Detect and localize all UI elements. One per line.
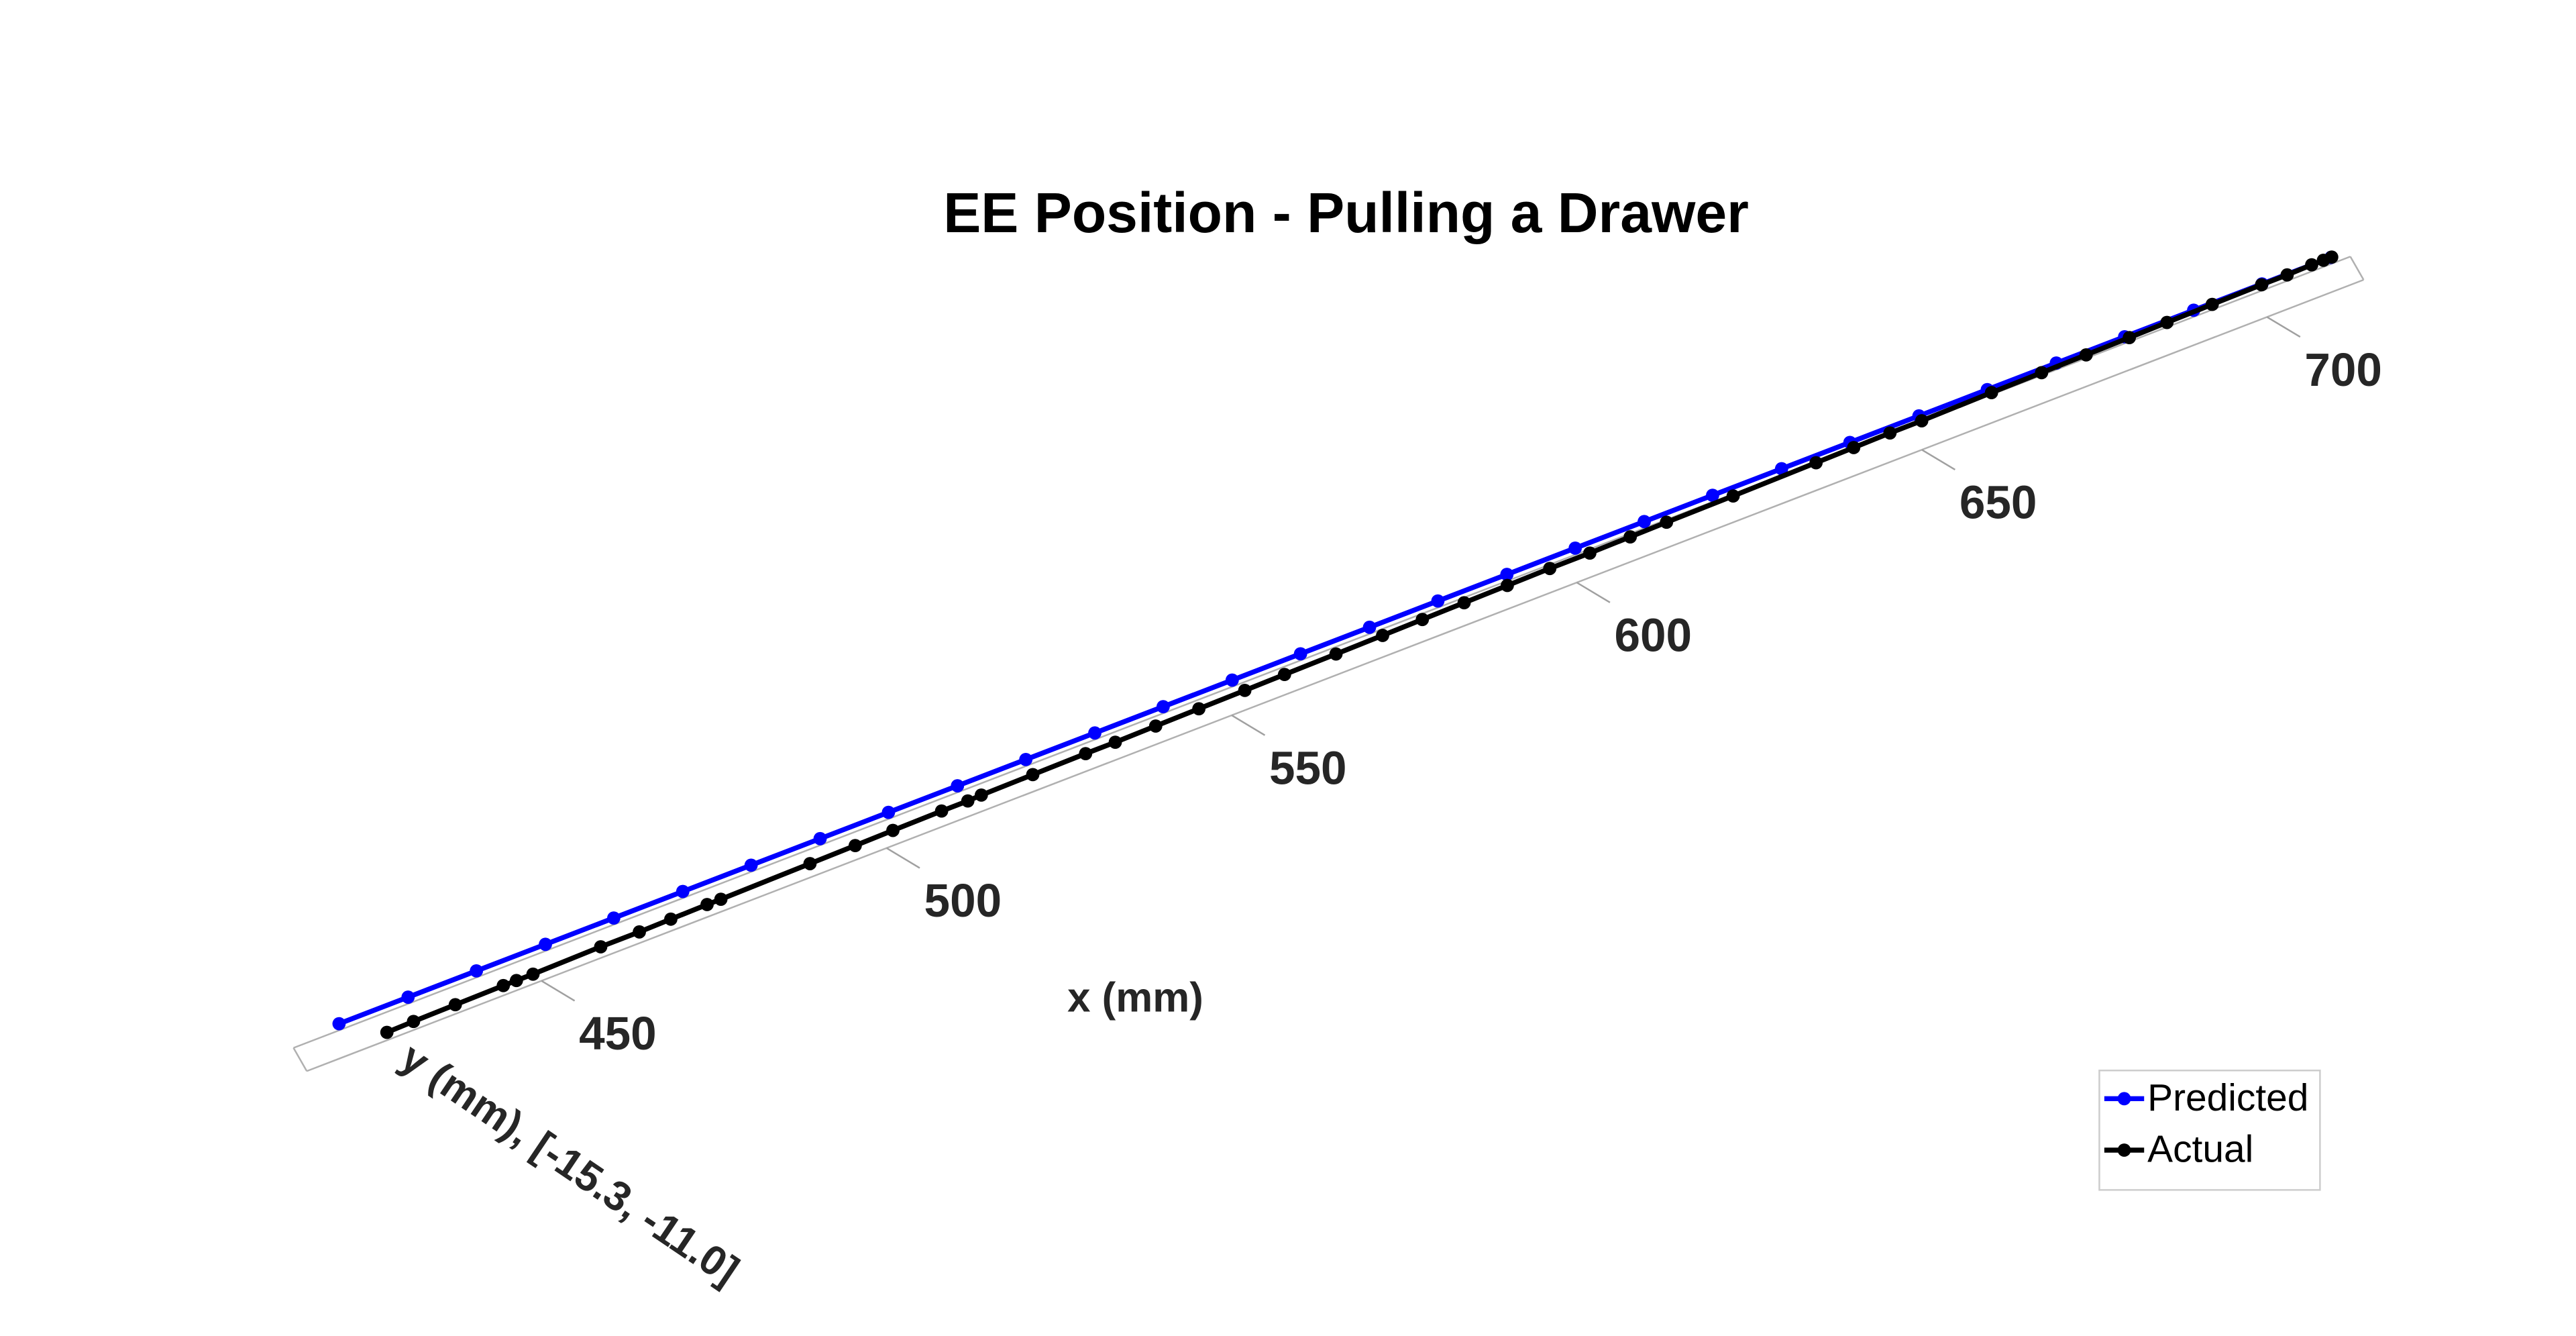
x-tick-label: 600 [1614,609,1692,662]
axis-line [306,278,2364,1072]
x-tick [885,847,920,869]
data-point [2035,366,2049,380]
data-point [1238,684,1252,697]
data-point [1157,700,1170,714]
data-point [2305,258,2318,272]
data-point [2255,278,2269,292]
data-point [1329,647,1343,661]
data-point [1847,441,1861,454]
data-point [1088,726,1102,740]
data-point [1984,386,1998,399]
x-tick [541,980,576,1002]
data-point [1543,562,1557,576]
data-point [470,964,484,978]
data-point [1108,735,1122,750]
data-point [1568,541,1582,555]
data-point [813,831,827,845]
data-point [664,912,678,926]
data-point [2205,297,2219,311]
legend-box [2098,1070,2321,1191]
data-point [886,823,900,837]
legend-marker [2117,1143,2131,1157]
data-point [1706,489,1719,503]
x-tick-label: 650 [1960,476,2037,529]
x-tick [1231,714,1266,736]
axis-line [292,1047,308,1072]
data-point [714,892,728,906]
x-tick [2266,316,2301,338]
data-point [1583,546,1597,560]
data-point [1638,515,1651,529]
data-point [803,857,817,870]
data-point [1726,489,1740,503]
data-point [539,937,552,952]
data-point [380,1025,394,1039]
x-tick-label: 450 [579,1007,657,1060]
data-point [974,788,988,802]
data-point [1501,578,1514,593]
x-tick-label: 500 [924,874,1002,927]
x-axis-label: x (mm) [1067,975,1203,1021]
data-point [401,990,415,1004]
data-point [934,804,949,818]
data-point [700,898,714,911]
data-point [332,1017,346,1031]
legend: Predicted Actual [2098,1070,2321,1191]
data-point [448,998,462,1012]
data-point [509,974,523,988]
data-point [1774,462,1788,476]
data-point [633,925,646,939]
series-line [338,255,2332,1027]
data-point [1915,414,1929,427]
data-point [2123,331,2137,345]
plot-area: 450 500 550 600 650 700 [292,250,2382,1072]
data-point [1623,530,1638,544]
data-point [1500,568,1514,581]
chart-title: EE Position - Pulling a Drawer [943,181,1749,244]
x-tick [1576,582,1611,603]
data-point [1809,456,1823,470]
data-point [2079,348,2093,362]
data-point [496,978,511,992]
axis-line [2349,256,2365,280]
data-point [407,1015,421,1029]
data-point [1362,620,1377,634]
data-point [961,794,975,808]
legend-label: Actual [2147,1128,2253,1170]
data-point [2324,250,2339,264]
x-tick-label: 700 [2304,344,2382,396]
data-point [881,805,896,819]
data-point [1277,668,1291,682]
data-point [1415,613,1430,627]
data-point [1225,673,1239,687]
data-point [1019,752,1033,766]
x-tick [1921,449,1955,471]
data-point [1457,596,1471,610]
data-point [2280,268,2294,282]
data-point [1026,768,1040,782]
legend-label: Predicted [2147,1077,2308,1119]
data-point [744,858,758,872]
data-point [1293,647,1307,661]
x-tick-label: 550 [1269,741,1347,794]
data-point [1148,719,1163,733]
data-point [594,940,608,954]
data-point [1079,747,1093,761]
data-point [1192,702,1206,716]
legend-marker [2117,1092,2131,1106]
data-point [951,779,965,792]
data-point [526,967,540,981]
data-point [848,839,862,853]
data-point [1376,629,1389,642]
data-point [1660,515,1674,529]
data-point [2160,315,2174,329]
data-point [607,911,621,925]
data-point [1883,426,1897,440]
data-point [1431,594,1445,608]
data-point [676,884,690,898]
